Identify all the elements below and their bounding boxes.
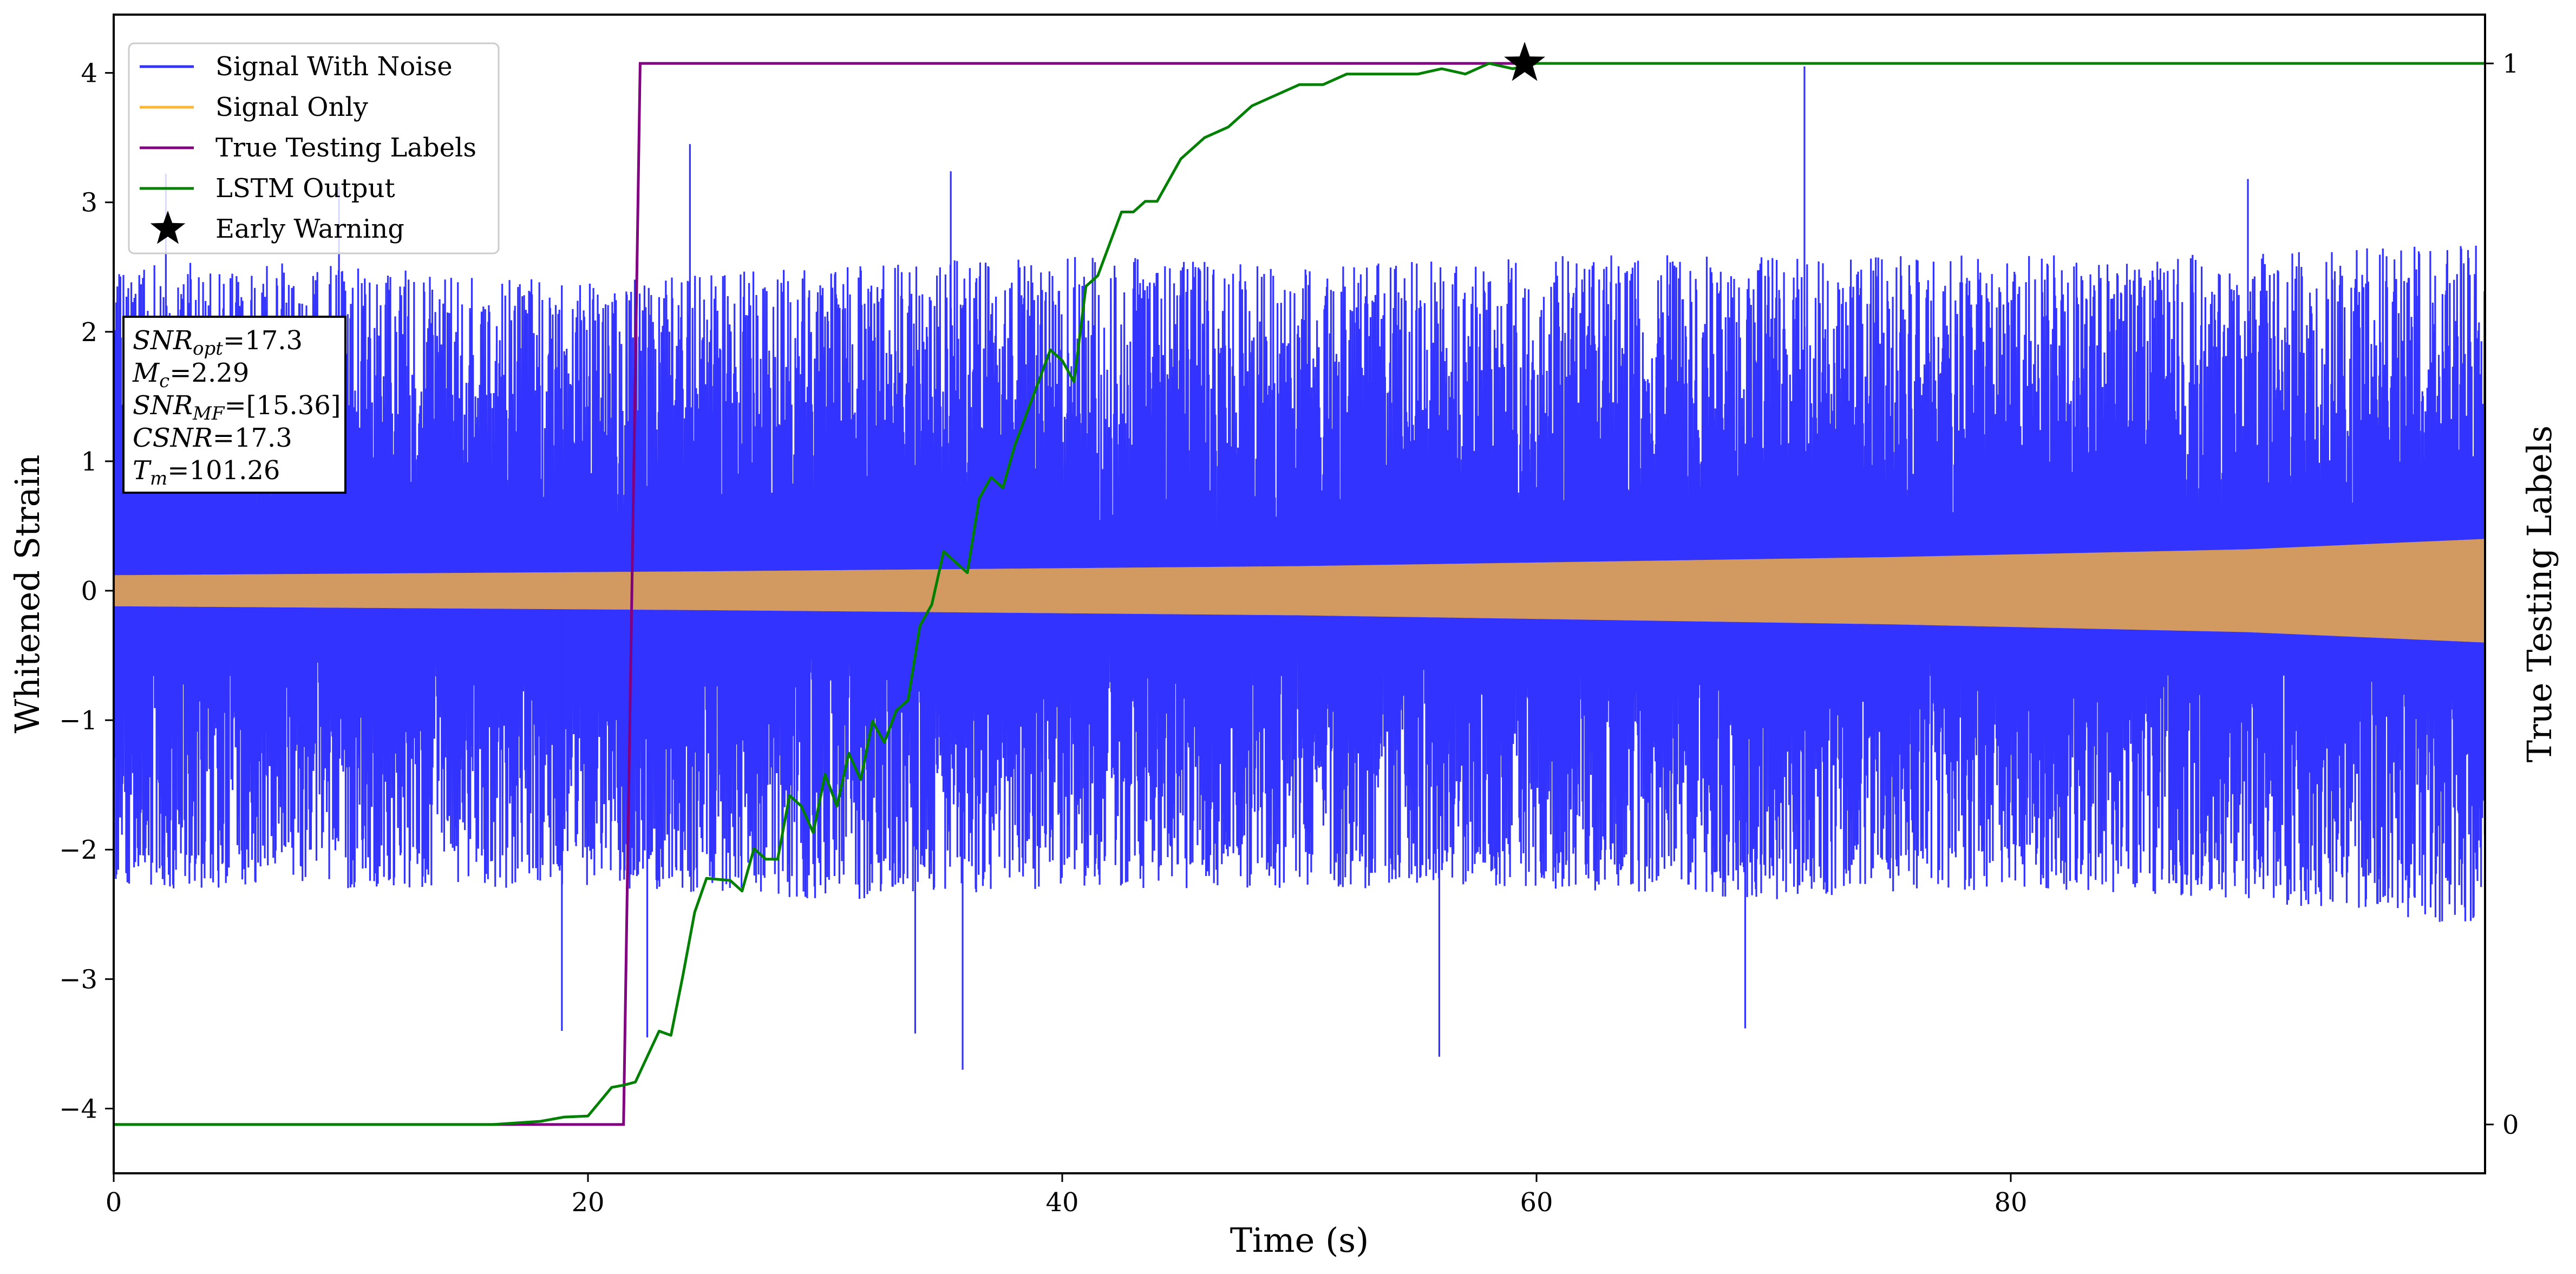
info-line-snr_mf: SNRMF=[15.36]: [133, 390, 341, 424]
y-tick-label-3: 3: [81, 188, 97, 218]
series-signal-with-noise: [114, 245, 2485, 922]
series-signal-only: [114, 539, 2485, 679]
info-box: SNRopt=17.3Mc=2.29SNRMF=[15.36]CSNR=17.3…: [122, 316, 346, 494]
y-axis-label: Whitened Strain: [8, 455, 47, 734]
info-line-csnr-symbol: CSNR: [133, 423, 213, 453]
info-line-mc-symbol: M: [132, 358, 160, 388]
info-line-snr_mf-value: =[15.36]: [224, 390, 341, 421]
legend-label-lstm: LSTM Output: [215, 173, 395, 204]
y-tick-label-0: 0: [81, 576, 97, 606]
info-line-csnr: CSNR=17.3: [133, 423, 292, 453]
x-tick-label-40: 40: [1045, 1187, 1078, 1218]
y-tick-label-2: 2: [81, 317, 97, 348]
y-tick-label-1: 1: [81, 447, 97, 477]
info-line-tm-symbol: T: [133, 455, 152, 486]
plot-frame: [113, 14, 2486, 1174]
info-line-mc-value: =2.29: [169, 358, 249, 388]
info-line-csnr-value: =17.3: [213, 423, 292, 453]
y-tick-label--2: −2: [59, 835, 97, 865]
info-line-snr_opt: SNRopt=17.3: [133, 325, 303, 360]
plot-area: [114, 62, 2485, 1126]
x-tick-label-20: 20: [571, 1187, 604, 1218]
info-line-snr_mf-symbol: SNR: [133, 390, 193, 421]
x-tick-label-60: 60: [1520, 1187, 1553, 1218]
info-line-tm: Tm=101.26: [133, 455, 280, 489]
y2-tick-label-1: 1: [2502, 49, 2519, 79]
x-tick-label-0: 0: [106, 1187, 122, 1218]
y2-axis-label: True Testing Labels: [2520, 426, 2559, 763]
y-tick-label-4: 4: [81, 58, 97, 89]
series-lstm-output: [114, 62, 2485, 1126]
x-tick-label-80: 80: [1994, 1187, 2027, 1218]
info-box-frame: [122, 316, 346, 494]
y2-tick-label-0: 0: [2502, 1110, 2519, 1140]
info-line-snr_opt-symbol: SNR: [133, 325, 193, 356]
early-warning-star-marker: [1504, 42, 1546, 81]
legend-label-labels: True Testing Labels: [215, 133, 476, 163]
y-tick-label--4: −4: [59, 1094, 97, 1124]
info-line-snr_mf-subscript: MF: [192, 403, 225, 424]
legend-label-signal: Signal Only: [215, 92, 368, 122]
info-line-tm-subscript: m: [150, 468, 167, 489]
legend-label-noise: Signal With Noise: [215, 51, 453, 82]
legend: Signal With Noise Signal Only True Testing…: [128, 42, 500, 254]
info-line-tm-value: =101.26: [167, 455, 280, 486]
info-line-snr_opt-value: =17.3: [223, 325, 303, 356]
legend-marker-warning: [150, 211, 186, 244]
legend-box: [128, 42, 500, 254]
y-tick-label--3: −3: [59, 964, 97, 995]
overlay: Signal With Noise Signal Only True Testing…: [122, 42, 1546, 494]
y-tick-label--1: −1: [59, 705, 97, 736]
x-axis-label: Time (s): [1230, 1220, 1369, 1260]
info-line-mc: Mc=2.29: [132, 358, 249, 392]
info-line-snr_opt-subscript: opt: [193, 338, 223, 360]
legend-label-warning: Early Warning: [215, 214, 404, 244]
info-line-mc-subscript: c: [159, 370, 169, 392]
